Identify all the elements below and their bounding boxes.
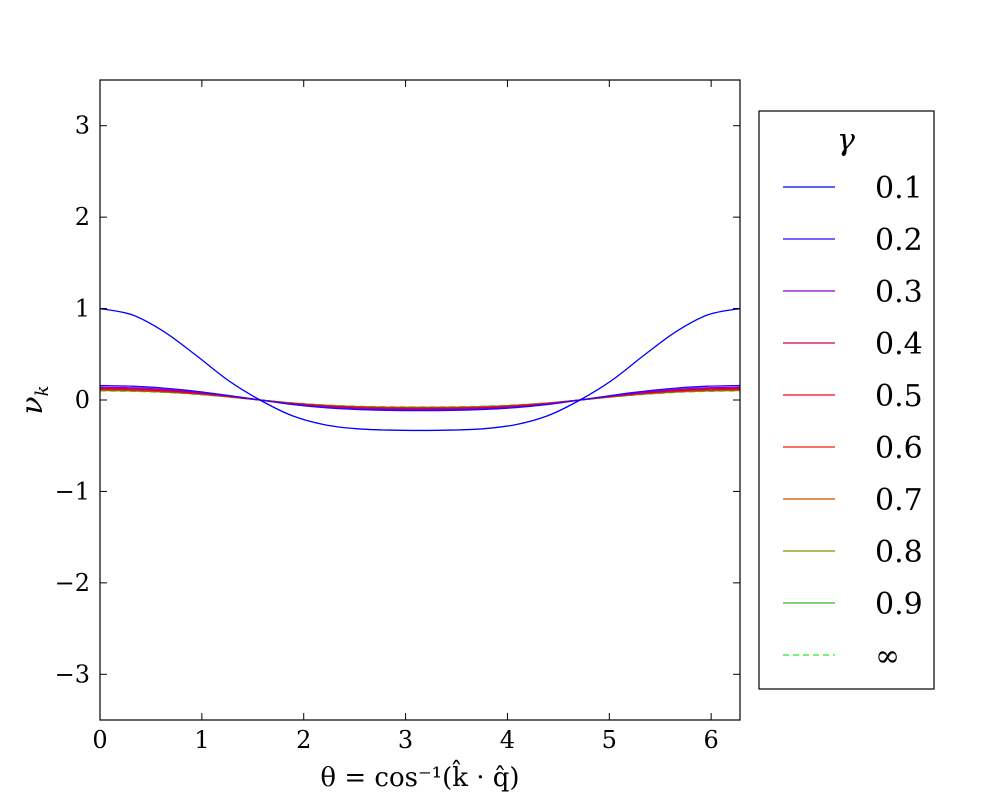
y-tick-label: −2 [55,569,90,597]
y-axis-label-sub: k [32,385,53,396]
x-tick-label: 2 [296,726,311,754]
x-tick-label: 1 [194,726,209,754]
legend-entries: 0.1 0.2 0.3 0.4 0.5 0.6 0.7 0.8 0.9 ∞ [783,171,923,674]
ticks-layer: 0 1 2 3 4 5 6 −3 −2 −1 0 1 2 3 [55,80,740,754]
plot-background [100,80,740,720]
x-tick-label: 3 [398,726,413,754]
legend: γ 0.1 0.2 0.3 0.4 0.5 0.6 0.7 0.8 0.9 ∞ [758,110,935,690]
x-tick-label: 5 [602,726,617,754]
y-tick-label: −3 [55,660,90,688]
legend-label: 0.2 [875,223,923,258]
legend-label: 0.1 [875,171,923,206]
y-axis-label-main: ν [15,396,50,414]
legend-label: 0.8 [875,535,923,570]
y-tick-label: 3 [75,112,90,140]
legend-label: 0.5 [875,379,923,414]
legend-label: 0.9 [875,587,923,622]
legend-label: ∞ [875,639,900,674]
x-axis-label: θ = cos⁻¹(k̂ · q̂) [320,759,519,793]
series-line-0.1 [99,307,741,432]
legend-label: 0.7 [875,483,923,518]
x-tick-label: 0 [92,726,107,754]
legend-frame [758,110,935,690]
y-tick-label: 2 [75,203,90,231]
legend-label: 0.3 [875,275,923,310]
series-layer [99,307,741,432]
series-line-0.2 [99,384,741,412]
x-tick-label: 6 [704,726,719,754]
y-tick-label: 0 [75,386,90,414]
y-tick-label: 1 [75,295,90,323]
y-axis-label: νk [15,385,53,414]
legend-label: 0.4 [875,327,923,362]
y-tick-label: −1 [55,477,90,505]
series-line-0.3 [99,386,741,411]
legend-label: 0.6 [875,431,923,466]
x-tick-label: 4 [500,726,515,754]
legend-title: γ [837,123,855,158]
